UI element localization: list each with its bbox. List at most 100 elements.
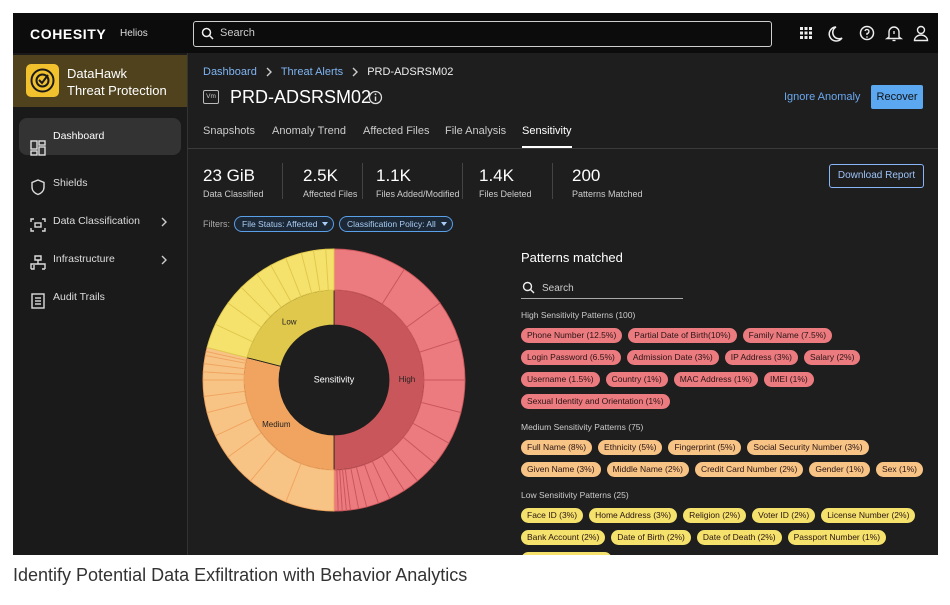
pattern-chip[interactable]: Discharge Date (1%) [521,552,612,555]
app-subtitle: Threat Protection [67,83,167,98]
patterns-search-placeholder[interactable]: Search [542,283,574,294]
sunburst-outer-segment[interactable] [325,248,335,291]
tab[interactable]: Snapshots [203,125,255,137]
search-icon [201,27,214,40]
search-box[interactable]: Search [193,21,772,47]
pattern-chip[interactable]: MAC Address (1%) [673,372,758,387]
pattern-chip[interactable]: Date of Death (2%) [696,530,782,545]
nav-label: Infrastructure [53,253,115,265]
patterns-title: Patterns matched [521,250,623,265]
pattern-chip-group: Phone Number (12.5%) Partial Date of Birt… [521,328,925,409]
pattern-chip[interactable]: License Number (2%) [821,508,916,523]
nav-item[interactable]: Audit Trails [19,279,181,316]
pattern-chip[interactable]: Salary (2%) [804,350,861,365]
pattern-chip[interactable]: Date of Birth (2%) [611,530,691,545]
pattern-chip[interactable]: Gender (1%) [809,462,870,477]
app-panel: DataHawk Threat Protection [13,55,187,107]
filter-dropdown-icon [322,222,329,226]
ignore-anomaly-button[interactable]: Ignore Anomaly [784,91,861,103]
pattern-chip[interactable]: Religion (2%) [683,508,747,523]
breadcrumb-separator [266,67,272,77]
stat-divider [282,163,283,199]
pattern-chip[interactable]: Country (1%) [605,372,668,387]
filters-label: Filters: [203,219,230,229]
pattern-chip[interactable]: Middle Name (2%) [606,462,689,477]
breadcrumb-item[interactable]: Threat Alerts [280,66,344,78]
breadcrumb-separator-shape [352,67,359,77]
pattern-chip[interactable]: Social Security Number (3%) [747,440,869,455]
nav-chevron-shape [161,255,167,265]
filter-chip-label: File Status: Affected [242,219,318,229]
stat-value: 1.4K [479,166,514,185]
pattern-chip[interactable]: Sex (1%) [876,462,923,477]
filter-chip-label: Classification Policy: All [347,219,436,229]
recover-button[interactable]: Recover [871,85,923,109]
stat-label: Affected Files [303,189,358,199]
nav-item[interactable]: Shields [19,165,181,202]
sidebar: DataHawk Threat Protection Dashboard Shie… [13,53,188,555]
sunburst-chart: High Medium Low Sensitivity [202,248,466,512]
tab[interactable]: Sensitivity [522,125,572,137]
breadcrumb-item[interactable]: Dashboard [203,66,257,78]
stat-divider [362,163,363,199]
app-name: DataHawk [67,66,127,81]
pattern-chip[interactable]: IMEI (1%) [763,372,814,387]
pattern-chip[interactable]: Username (1.5%) [521,372,600,387]
filter-chip[interactable]: File Status: Affected [234,216,335,232]
stat-value: 23 GiB [203,166,255,185]
patterns-search-underline [521,298,683,299]
nav-chevron [161,217,167,227]
sunburst-center-label: Sensitivity [314,374,355,384]
caption: Identify Potential Data Exfiltration wit… [13,565,468,585]
stat-divider [552,163,553,199]
info-icon[interactable] [368,90,383,105]
pattern-chip[interactable]: Partial Date of Birth(10%) [628,328,737,343]
brand: COHESITY [30,26,107,42]
stat-label: Files Added/Modified [376,189,460,199]
breadcrumb-separator-shape [266,67,272,77]
pattern-sections: High Sensitivity Patterns (100) Phone Num… [521,310,925,555]
pattern-chip[interactable]: Admission Date (3%) [626,350,719,365]
pattern-chip[interactable]: Login Password (6.5%) [521,350,621,365]
sunburst-group-label: Low [282,317,297,326]
tab[interactable]: File Analysis [445,125,507,137]
pattern-chip[interactable]: Voter ID (2%) [752,508,816,523]
nav-label: Shields [53,177,88,189]
stat-value: 2.5K [303,166,338,185]
pattern-chip[interactable]: Bank Account (2%) [521,530,606,545]
filter-dropdown-icon [440,222,447,226]
download-report-button[interactable]: Download Report [829,164,924,188]
pattern-chip[interactable]: Ethnicity (5%) [598,440,663,455]
pattern-chip[interactable]: Face ID (3%) [521,508,584,523]
pattern-chip[interactable]: Full Name (8%) [521,440,593,455]
pattern-chip[interactable]: Passport Number (1%) [787,530,887,545]
nav-item[interactable]: Infrastructure [19,241,181,278]
pattern-chip[interactable]: Given Name (3%) [521,462,601,477]
pattern-chip[interactable]: IP Address (3%) [724,350,798,365]
filter-dropdown-shape [440,222,447,226]
product-name: Helios [120,28,148,39]
pattern-chip[interactable]: Credit Card Number (2%) [694,462,804,477]
pattern-chip[interactable]: Family Name (7.5%) [742,328,833,343]
pattern-section-heading: High Sensitivity Patterns (100) [521,310,636,320]
top-bar: COHESITY Helios Search [13,13,938,53]
pattern-section-heading: Medium Sensitivity Patterns (75) [521,422,644,432]
app-window: COHESITY Helios Search DataHawk Threat P… [13,13,938,555]
filter-chip[interactable]: Classification Policy: All [339,216,453,232]
breadcrumb-separator [352,67,359,77]
stat-label: Data Classified [203,189,264,199]
nav-item[interactable]: Dashboard [19,118,181,155]
nav-label: Dashboard [53,130,105,142]
filter-dropdown-shape [322,222,329,226]
toolbar-icons[interactable] [799,25,929,42]
pattern-chip[interactable]: Home Address (3%) [589,508,678,523]
pattern-chip[interactable]: Fingerprint (5%) [668,440,742,455]
tab[interactable]: Anomaly Trend [272,125,346,137]
pattern-chip[interactable]: Sexual Identity and Orientation (1%) [521,394,670,409]
app-icon [26,64,59,97]
stat-label: Files Deleted [479,189,532,199]
tab[interactable]: Affected Files [363,125,430,137]
nav-item[interactable]: Data Classification [19,203,181,240]
pattern-chip[interactable]: Phone Number (12.5%) [521,328,623,343]
